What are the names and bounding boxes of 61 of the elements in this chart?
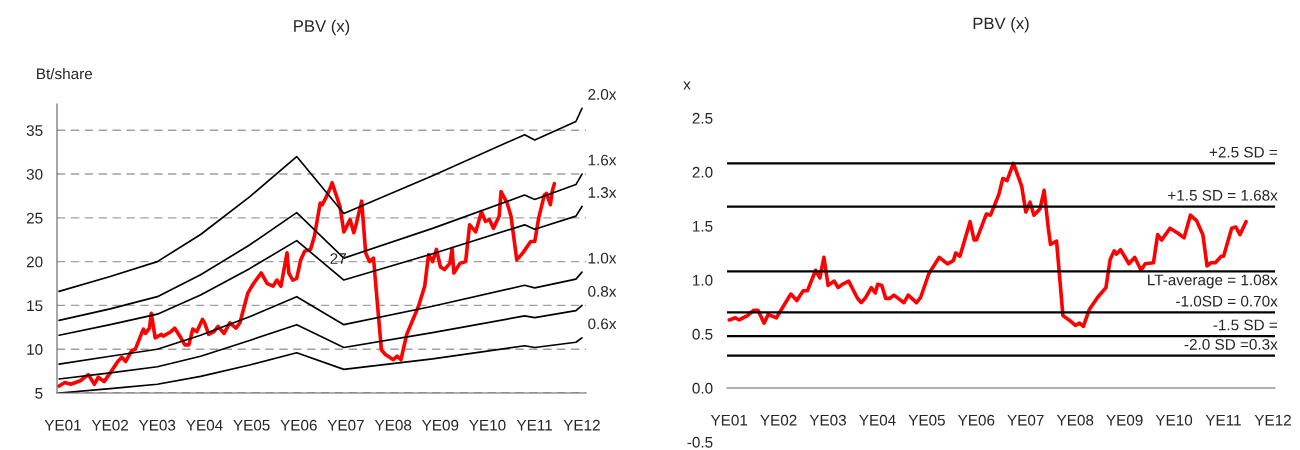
line-series [58,205,583,337]
x-tick-label: YE05 [908,414,945,426]
x-tick-label: YE02 [91,419,128,431]
x-tick-label: YE09 [421,419,459,431]
y-tick-label: 2.5 [692,112,713,124]
ref-line-label: -2.0 SD =0.3x [1184,338,1278,350]
x-tick-label: YE10 [1155,414,1193,426]
x-tick-label: YE10 [469,419,506,431]
x-tick-label: YE07 [327,419,364,431]
y-tick-label: -0.5 [687,436,713,448]
y-tick-label: 25 [26,212,43,224]
y-tick-label: 0.0 [692,382,713,394]
y-tick-label: 15 [27,300,43,312]
x-tick-label: YE05 [233,419,270,431]
x-tick-label: YE03 [138,419,176,431]
series-label: 0.6x [588,318,617,330]
y-tick-label: 1.5 [693,221,713,232]
y-tick-label: 30 [26,168,43,180]
series-label: 1.0x [588,252,617,264]
line-series [57,181,557,388]
y-tick-label: 10 [27,344,43,355]
x-tick-label: YE08 [374,419,412,431]
x-tick-label: YE04 [859,414,896,426]
line-series [58,271,583,365]
x-tick-label: YE12 [1254,414,1291,426]
x-tick-label: YE01 [44,419,81,431]
ref-line-label: +2.5 SD = [1209,146,1278,158]
line-series [58,173,583,322]
x-tick-label: YE09 [1106,414,1143,426]
ref-line-label: +1.5 SD = 1.68x [1168,189,1278,201]
y-tick-label: 35 [26,125,43,136]
ref-line-label: -1.0SD = 0.70x [1176,295,1278,307]
line-series [58,304,583,380]
x-tick-label: YE06 [280,419,317,431]
series-label: 1.3x [588,187,617,198]
series-label: 1.6x [588,154,617,166]
x-tick-label: YE04 [186,419,223,431]
y-axis-title: Bt/share [37,67,93,80]
x-tick-label: YE03 [809,414,846,426]
annotation: 27 [330,253,346,264]
y-tick-label: 20 [26,256,43,268]
ref-line-label: LT-average = 1.08x [1148,274,1278,289]
chart-title: PBV (x) [294,19,350,36]
y-tick-label: 2.0 [692,166,713,178]
y-axis-title: x [683,81,691,90]
x-tick-label: YE12 [563,419,600,431]
y-tick-label: 1.0 [693,274,713,286]
y-tick-label: 0.5 [692,328,713,340]
series-label: 2.0x [588,88,617,100]
line-series [58,107,583,293]
x-tick-label: YE01 [710,414,748,426]
series-label: 0.8x [588,286,617,297]
x-tick-label: YE08 [1056,414,1094,426]
x-tick-label: YE11 [516,419,552,431]
ref-line-label: -1.5 SD = [1213,319,1278,331]
x-tick-label: YE02 [760,414,797,426]
x-tick-label: YE06 [957,414,995,426]
y-tick-label: 5 [35,388,43,399]
chart-title: PBV (x) [973,17,1029,33]
x-tick-label: YE07 [1007,414,1044,426]
x-tick-label: YE11 [1205,414,1241,426]
